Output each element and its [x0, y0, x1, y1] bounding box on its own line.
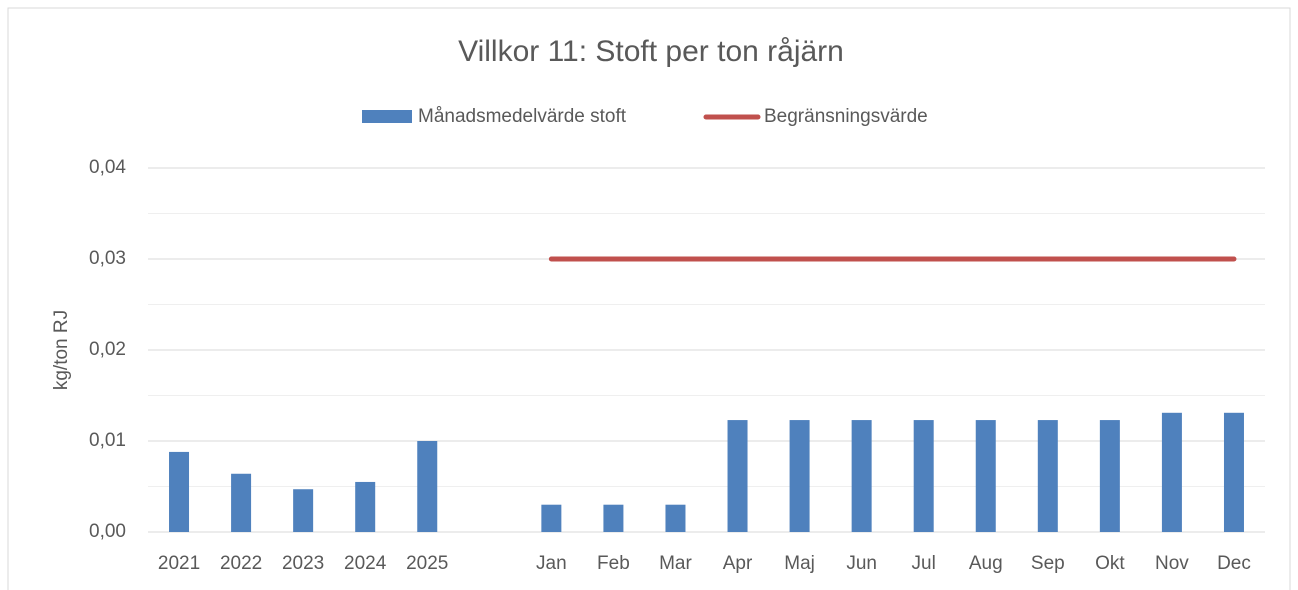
bar	[417, 441, 438, 532]
bar	[1037, 420, 1058, 532]
x-tick-label: Jul	[912, 553, 936, 574]
bar	[231, 473, 252, 532]
x-tick-label: Maj	[784, 553, 815, 574]
y-axis-label: kg/ton RJ	[51, 310, 72, 390]
bar	[789, 420, 810, 532]
y-tick-label: 0,01	[89, 430, 126, 451]
y-tick-label: 0,04	[89, 157, 126, 178]
x-tick-label: 2025	[406, 553, 448, 574]
bar	[169, 451, 190, 532]
x-tick-label: 2024	[344, 553, 387, 574]
x-tick-label: Jun	[846, 553, 877, 574]
x-tick-label: 2021	[158, 553, 200, 574]
bar	[293, 489, 314, 532]
x-tick-label: Mar	[659, 553, 692, 574]
bar	[727, 420, 748, 532]
bar	[1223, 412, 1244, 532]
chart-title: Villkor 11: Stoft per ton råjärn	[458, 35, 844, 68]
bar	[541, 504, 562, 532]
y-tick-label: 0,02	[89, 339, 126, 360]
legend-label: Månadsmedelvärde stoft	[418, 106, 627, 127]
y-tick-label: 0,00	[89, 521, 126, 542]
bar	[1161, 412, 1182, 532]
x-tick-label: 2022	[220, 553, 262, 574]
y-tick-label: 0,03	[89, 248, 126, 269]
x-tick-label: Dec	[1217, 553, 1251, 574]
bar	[355, 481, 376, 532]
legend-label: Begränsningsvärde	[764, 106, 928, 127]
legend-swatch	[362, 110, 412, 123]
x-tick-label: Apr	[723, 553, 753, 574]
x-tick-label: Nov	[1155, 553, 1189, 574]
bar	[665, 504, 686, 532]
bar	[851, 420, 872, 532]
bar	[975, 420, 996, 532]
bar	[603, 504, 624, 532]
x-tick-label: 2023	[282, 553, 324, 574]
bar	[1099, 420, 1120, 532]
chart-border	[7, 7, 1291, 590]
x-tick-label: Jan	[536, 553, 567, 574]
x-tick-label: Feb	[597, 553, 630, 574]
x-tick-label: Sep	[1031, 553, 1065, 574]
x-tick-label: Aug	[969, 553, 1003, 574]
bar	[913, 420, 934, 532]
x-tick-label: Okt	[1095, 553, 1125, 574]
